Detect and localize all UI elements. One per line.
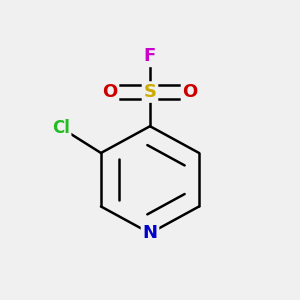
Text: F: F <box>144 47 156 65</box>
Text: N: N <box>142 224 158 242</box>
Text: Cl: Cl <box>52 119 70 137</box>
Text: O: O <box>182 83 198 101</box>
Text: O: O <box>102 83 118 101</box>
Text: S: S <box>143 83 157 101</box>
